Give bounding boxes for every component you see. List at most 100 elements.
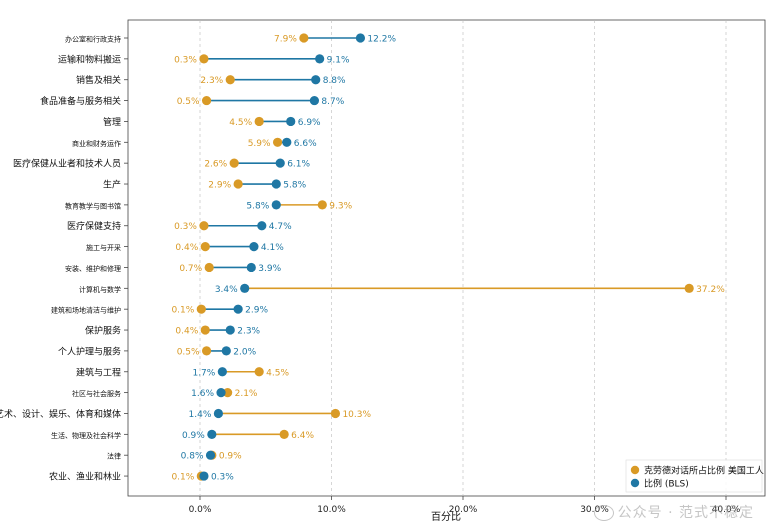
- bls-point: [246, 262, 256, 273]
- claude-point: [199, 54, 209, 64]
- bls-value-label: 5.8%: [246, 201, 269, 211]
- category-label: 法律: [107, 452, 121, 461]
- category-label: 教育教学与图书馆: [65, 201, 121, 210]
- bls-point: [213, 408, 224, 419]
- claude-value-label: 0.3%: [174, 222, 197, 232]
- claude-value-label: 5.9%: [248, 139, 271, 149]
- category-label: 建筑与工程: [76, 366, 121, 378]
- claude-point: [229, 158, 239, 168]
- category-label: 医疗保健从业者和技术人员: [13, 158, 121, 170]
- watermark: 公众号 · 范式不稳定: [593, 502, 754, 522]
- claude-point: [254, 367, 264, 377]
- bls-value-label: 5.8%: [283, 181, 306, 191]
- claude-point: [196, 304, 206, 314]
- category-label: 社区与社会服务: [72, 389, 121, 398]
- category-label: 医疗保健支持: [67, 220, 121, 232]
- bls-value-label: 3.9%: [258, 264, 281, 274]
- bls-point: [225, 325, 235, 335]
- category-label: 计算机与数学: [79, 285, 121, 294]
- claude-value-label: 7.9%: [274, 35, 297, 45]
- claude-value-label: 0.1%: [171, 473, 194, 483]
- bls-value-label: 6.1%: [287, 160, 310, 170]
- claude-point: [201, 95, 212, 106]
- claude-value-label: 10.3%: [342, 410, 371, 420]
- bls-value-label: 2.9%: [245, 306, 268, 316]
- category-label: 管理: [103, 116, 121, 128]
- bls-value-label: 12.2%: [367, 35, 396, 45]
- claude-value-label: 0.9%: [219, 452, 242, 462]
- bls-value-label: 2.0%: [233, 347, 256, 357]
- claude-point: [200, 325, 210, 335]
- bls-value-label: 0.3%: [211, 473, 234, 483]
- x-axis-label: 百分比: [431, 511, 461, 523]
- claude-value-label: 2.6%: [204, 160, 227, 170]
- claude-value-label: 2.9%: [208, 181, 231, 191]
- category-label: 办公室和行政支持: [65, 35, 121, 44]
- x-tick-label: 20.0%: [449, 505, 478, 515]
- bls-value-label: 1.4%: [189, 410, 212, 420]
- category-label: 个人护理与服务: [58, 345, 121, 357]
- category-label: 销售及相关: [76, 74, 121, 86]
- bls-point: [311, 75, 321, 85]
- legend-bls-label: 比例 (BLS): [644, 478, 689, 490]
- claude-value-label: 0.3%: [174, 55, 197, 65]
- category-label: 建筑和场地清洁与维护: [51, 306, 121, 315]
- legend-bls-marker: [630, 478, 640, 488]
- claude-value-label: 9.3%: [329, 201, 352, 211]
- bls-value-label: 1.7%: [192, 368, 215, 378]
- category-label: 施工与开采: [86, 243, 121, 252]
- claude-point: [299, 33, 309, 43]
- bls-point: [221, 346, 231, 356]
- bls-value-label: 6.9%: [298, 118, 321, 128]
- bls-point: [271, 179, 281, 189]
- bls-point: [315, 54, 325, 64]
- claude-value-label: 37.2%: [696, 285, 725, 295]
- claude-point: [279, 429, 289, 439]
- category-label: 食品准备与服务相关: [40, 95, 121, 107]
- bls-point: [207, 429, 217, 439]
- bls-point: [309, 95, 320, 106]
- wechat-icon: [593, 505, 614, 521]
- claude-point: [254, 116, 264, 127]
- claude-value-label: 0.4%: [175, 327, 198, 337]
- category-label: 安装、维护和修理: [65, 264, 121, 273]
- bls-point: [233, 304, 243, 314]
- claude-value-label: 0.7%: [179, 264, 202, 274]
- bls-value-label: 9.1%: [327, 55, 350, 65]
- bls-value-label: 0.8%: [181, 452, 204, 462]
- claude-point: [223, 388, 233, 398]
- bls-value-label: 6.6%: [294, 139, 317, 149]
- bls-value-label: 4.7%: [269, 222, 292, 232]
- category-label: 商业和财务运作: [72, 139, 121, 148]
- bls-point: [286, 116, 296, 127]
- bls-value-label: 0.9%: [182, 431, 205, 441]
- bls-value-label: 8.8%: [323, 76, 346, 86]
- category-label: 运输和物料搬运: [58, 53, 121, 65]
- category-label: 农业、渔业和林业: [49, 471, 121, 483]
- claude-value-label: 0.4%: [175, 243, 198, 253]
- claude-value-label: 4.5%: [266, 368, 289, 378]
- bls-point: [257, 221, 267, 231]
- claude-value-label: 6.4%: [291, 431, 314, 441]
- claude-point: [200, 242, 210, 252]
- claude-point: [201, 346, 212, 356]
- claude-point: [199, 221, 209, 231]
- bls-point: [240, 283, 250, 293]
- plot-frame: [127, 19, 766, 497]
- legend-claude-marker: [630, 465, 640, 475]
- category-label: 生产: [103, 179, 121, 191]
- claude-point: [684, 283, 694, 293]
- bls-point: [205, 450, 216, 460]
- legend-box: [625, 459, 763, 493]
- claude-value-label: 2.1%: [235, 389, 258, 399]
- legend-claude-label: 克劳德对话所占比例 美国工人: [644, 465, 764, 477]
- bls-point: [217, 367, 227, 377]
- claude-point: [233, 179, 243, 189]
- claude-point: [272, 137, 283, 147]
- x-tick-label: 40.0%: [712, 505, 741, 515]
- bls-point: [275, 158, 285, 168]
- category-label: 艺术、设计、娱乐、体育和媒体: [0, 408, 121, 420]
- bls-point: [199, 471, 209, 481]
- bls-point: [271, 200, 281, 210]
